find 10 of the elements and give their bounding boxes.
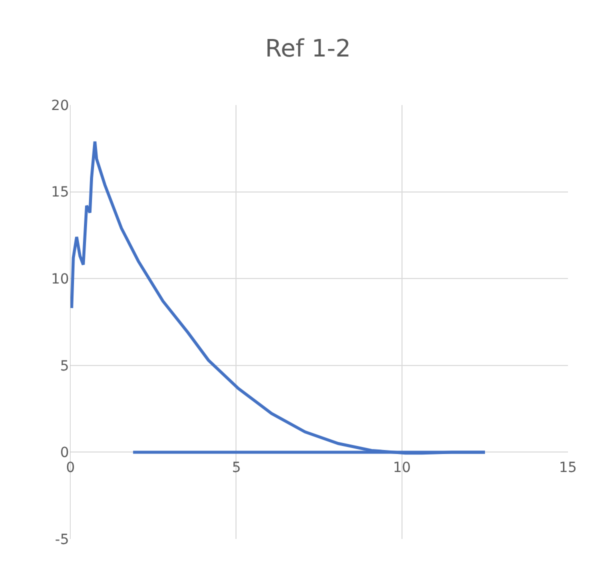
y-tick-label: -5 xyxy=(55,532,69,548)
y-tick-label: 15 xyxy=(51,184,69,201)
y-tick-label: 5 xyxy=(60,358,69,374)
x-tick-label: 15 xyxy=(559,460,577,476)
x-tick-label: 10 xyxy=(393,460,411,476)
y-tick-label: 10 xyxy=(51,272,69,288)
chart-title: Ref 1-2 xyxy=(265,34,351,62)
y-tick-label: 20 xyxy=(51,98,69,114)
x-tick-label: 5 xyxy=(232,460,241,476)
y-tick-label: 0 xyxy=(60,445,69,462)
